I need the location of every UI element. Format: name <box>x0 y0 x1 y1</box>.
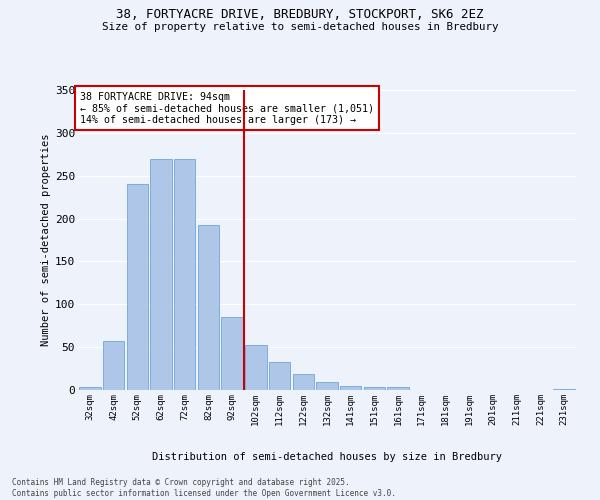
Bar <box>388 388 409 390</box>
Bar <box>316 382 338 390</box>
Bar <box>127 184 148 390</box>
Bar <box>198 224 219 390</box>
Text: 38, FORTYACRE DRIVE, BREDBURY, STOCKPORT, SK6 2EZ: 38, FORTYACRE DRIVE, BREDBURY, STOCKPORT… <box>116 8 484 20</box>
Text: Contains HM Land Registry data © Crown copyright and database right 2025.
Contai: Contains HM Land Registry data © Crown c… <box>12 478 396 498</box>
Bar <box>269 362 290 390</box>
Bar <box>553 389 575 390</box>
Bar <box>364 388 385 390</box>
Y-axis label: Number of semi-detached properties: Number of semi-detached properties <box>41 134 51 346</box>
Bar <box>174 158 196 390</box>
Bar <box>245 346 266 390</box>
Bar <box>79 386 101 390</box>
Bar <box>293 374 314 390</box>
Text: Size of property relative to semi-detached houses in Bredbury: Size of property relative to semi-detach… <box>102 22 498 32</box>
Text: Distribution of semi-detached houses by size in Bredbury: Distribution of semi-detached houses by … <box>152 452 502 462</box>
Text: 38 FORTYACRE DRIVE: 94sqm
← 85% of semi-detached houses are smaller (1,051)
14% : 38 FORTYACRE DRIVE: 94sqm ← 85% of semi-… <box>80 92 374 124</box>
Bar <box>340 386 361 390</box>
Bar <box>103 341 124 390</box>
Bar <box>221 317 243 390</box>
Bar <box>151 158 172 390</box>
